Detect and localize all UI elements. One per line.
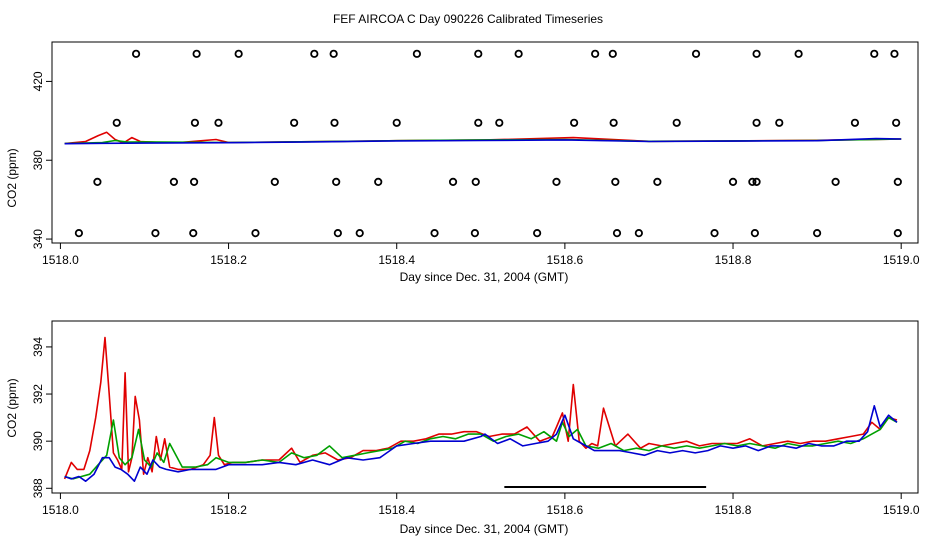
flag-marker: [93, 177, 102, 187]
co2-timeseries-panel: Day since Dec. 31, 2004 (GMT) CO2 (ppm) …: [5, 320, 920, 536]
panel-0-x-axis-label: Day since Dec. 31, 2004 (GMT): [400, 270, 569, 284]
flag-marker: [474, 49, 483, 58]
flag-marker: [813, 229, 822, 238]
x-tick-label: 1518.0: [42, 253, 79, 267]
flag-marker: [430, 229, 439, 238]
flag-marker: [609, 118, 618, 127]
x-tick-label: 1518.6: [547, 503, 584, 517]
x-tick-label: 1518.8: [715, 503, 752, 517]
flag-marker: [74, 229, 84, 238]
y-tick-label: 394: [31, 337, 45, 357]
flag-marker: [470, 229, 480, 238]
x-tick-label: 1518.4: [378, 253, 415, 267]
flag-marker: [892, 118, 901, 127]
panel-0-y-axis-label: CO2 (ppm): [5, 148, 19, 207]
flag-marker: [752, 118, 761, 127]
flag-marker: [890, 49, 899, 58]
flag-marker: [169, 177, 179, 187]
flag-marker: [653, 177, 662, 187]
flag-marker: [495, 118, 504, 127]
panel-1-y-axis-label: CO2 (ppm): [5, 378, 19, 437]
flag-marker: [775, 118, 784, 127]
flag-marker: [234, 49, 243, 58]
x-tick-label: 1518.8: [715, 253, 752, 267]
flag-marker: [374, 177, 383, 187]
x-tick-label: 1518.2: [210, 253, 247, 267]
flag-marker: [728, 177, 738, 187]
flag-marker: [392, 118, 401, 127]
figure-title: FEF AIRCOA C Day 090226 Calibrated Times…: [333, 12, 603, 26]
flag-marker: [893, 177, 902, 187]
flag-marker: [412, 49, 421, 58]
flag-marker: [112, 118, 121, 127]
flag-marker: [471, 177, 480, 187]
flag-marker: [752, 177, 761, 187]
series-line-red: [63, 336, 898, 480]
plot-frame-0: [51, 41, 919, 244]
x-tick-label: 1518.0: [42, 503, 79, 517]
flag-marker: [794, 49, 803, 58]
series-line-blue: [64, 137, 902, 145]
x-tick-label: 1519.0: [883, 253, 920, 267]
series-line-blue: [64, 404, 898, 483]
flag-marker: [893, 229, 902, 238]
flag-marker: [251, 229, 260, 238]
plot-frame-1: [51, 320, 919, 494]
flag-marker: [752, 49, 761, 58]
flag-marker: [448, 177, 458, 187]
flag-marker: [612, 229, 622, 238]
y-tick-label: 392: [31, 384, 45, 404]
flag-marker: [329, 49, 338, 58]
y-tick-label: 390: [31, 431, 45, 451]
flag-marker: [355, 229, 364, 238]
y-tick-label: 380: [31, 150, 45, 170]
flag-marker: [591, 49, 600, 58]
flag-marker: [608, 49, 617, 58]
flag-marker: [611, 177, 620, 187]
x-tick-label: 1518.6: [547, 253, 584, 267]
flag-marker: [850, 118, 860, 127]
flag-marker: [332, 177, 341, 187]
x-tick-label: 1518.2: [210, 503, 247, 517]
flag-marker: [290, 118, 299, 127]
flag-marker: [474, 118, 483, 127]
x-tick-label: 1518.4: [378, 503, 415, 517]
flag-marker: [552, 177, 561, 187]
co2-flags-panel: Day since Dec. 31, 2004 (GMT) CO2 (ppm) …: [5, 41, 920, 284]
flag-marker: [533, 229, 542, 238]
y-tick-label: 420: [31, 71, 45, 91]
flag-marker: [570, 118, 579, 127]
y-tick-label: 388: [31, 478, 45, 498]
flag-marker: [270, 177, 279, 187]
flag-marker: [333, 229, 342, 238]
flag-marker: [330, 118, 339, 127]
flag-marker: [190, 118, 200, 127]
flag-marker: [131, 49, 141, 58]
flag-marker: [189, 177, 199, 187]
flag-marker: [310, 49, 319, 58]
x-tick-label: 1519.0: [883, 503, 920, 517]
flag-marker: [151, 229, 160, 238]
series-line-green: [64, 416, 898, 480]
y-tick-label: 340: [31, 229, 45, 249]
flag-marker: [748, 177, 757, 187]
flag-marker: [750, 229, 759, 238]
flag-marker: [870, 49, 879, 58]
flag-marker: [634, 229, 643, 238]
flag-marker: [672, 118, 681, 127]
flag-marker: [192, 49, 201, 58]
flag-marker: [514, 49, 523, 58]
panel-1-x-axis-label: Day since Dec. 31, 2004 (GMT): [400, 522, 569, 536]
flag-marker: [691, 49, 701, 58]
flag-marker: [189, 229, 198, 238]
flag-marker: [831, 177, 840, 187]
flag-marker: [710, 229, 719, 238]
flag-marker: [214, 118, 223, 127]
